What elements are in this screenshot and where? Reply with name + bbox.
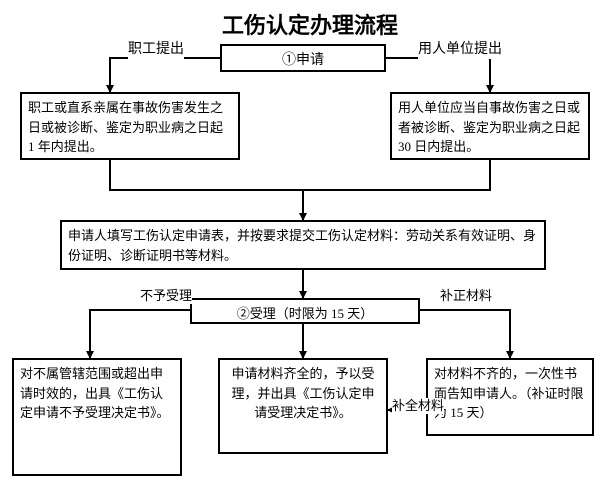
edge-label-lbl_worker: 职工提出 [128, 42, 184, 59]
edge-e7 [90, 310, 190, 358]
edge-label-lbl_buquan: 补全材料 [392, 398, 444, 414]
edge-e4 [303, 160, 490, 190]
diagram-title: 工伤认定办理流程 [200, 8, 420, 40]
edge-e1 [110, 58, 220, 92]
edge-label-lbl_emp: 用人单位提出 [418, 42, 502, 59]
edge-e2 [386, 58, 490, 92]
edge-label-lbl_no: 不予受理 [140, 288, 192, 304]
edge-e3 [110, 160, 303, 190]
node-n_apply: ①申请 [220, 44, 386, 72]
node-n_left1: 职工或直系亲属在事故伤害发生之日或被诊断、鉴定为职业病之日起 1 年内提出。 [20, 92, 240, 160]
node-n_right1: 用人单位应当自事故伤害之日或者被诊断、鉴定为职业病之日起 30 日内提出。 [390, 92, 590, 160]
node-n_fill: 申请人填写工伤认定申请表，并按要求提交工伤认定材料：劳动关系有效证明、身份证明、… [60, 220, 546, 270]
edge-label-lbl_buzheng: 补正材料 [440, 288, 492, 304]
node-n_ok: 申请材料齐全的，予以受理，并出具《工伤认定申请受理决定书》。 [218, 358, 388, 454]
node-n_reject: 对不属管辖范围或超出申请时效的，出具《工伤认定申请不予受理决定书》。 [12, 358, 182, 476]
edge-e9 [420, 310, 510, 358]
node-n_补: 对材料不齐的，一次性书面告知申请人。（补证时限为 15 天） [426, 358, 594, 436]
node-n_accept: ②受理（时限为 15 天） [190, 298, 420, 324]
